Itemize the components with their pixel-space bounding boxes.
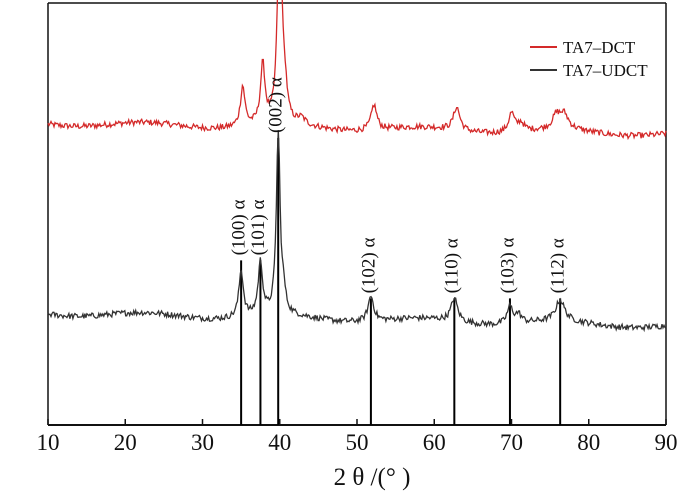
x-ticks: 10 20 30 40 50 60 70 80 90 <box>37 419 678 455</box>
peak-label-0: (100) α <box>228 200 249 256</box>
x-tick-label-4: 50 <box>346 430 369 455</box>
legend: TA7–DCT TA7–UDCT <box>530 38 648 80</box>
x-tick-label-1: 20 <box>114 430 137 455</box>
x-tick-label-5: 60 <box>423 430 446 455</box>
peak-label-5: (103) α <box>497 237 518 293</box>
peak-label-6: (112) α <box>548 238 569 293</box>
peak-label-1: (101) α <box>248 200 269 256</box>
series-line-0 <box>47 0 667 141</box>
x-tick-label-3: 40 <box>268 430 291 455</box>
peak-label-3: (102) α <box>358 237 379 293</box>
peak-annotations: (100) α(101) α (002) α (102) α (110) α (103)… <box>228 77 568 293</box>
legend-label-udct: TA7–UDCT <box>563 61 648 80</box>
x-tick-label-0: 10 <box>37 430 60 455</box>
series-line-1 <box>47 130 667 333</box>
peak-label-4: (110) α <box>442 238 463 293</box>
x-tick-label-7: 80 <box>577 430 600 455</box>
x-axis-title: 2 θ /(° ) <box>334 464 411 491</box>
x-tick-label-8: 90 <box>655 430 678 455</box>
reference-lines <box>240 138 562 425</box>
peak-label-2: (002) α <box>266 77 287 133</box>
x-tick-label-2: 30 <box>191 430 214 455</box>
series-group <box>47 0 667 333</box>
x-tick-label-6: 70 <box>500 430 523 455</box>
legend-label-dct: TA7–DCT <box>563 38 636 57</box>
